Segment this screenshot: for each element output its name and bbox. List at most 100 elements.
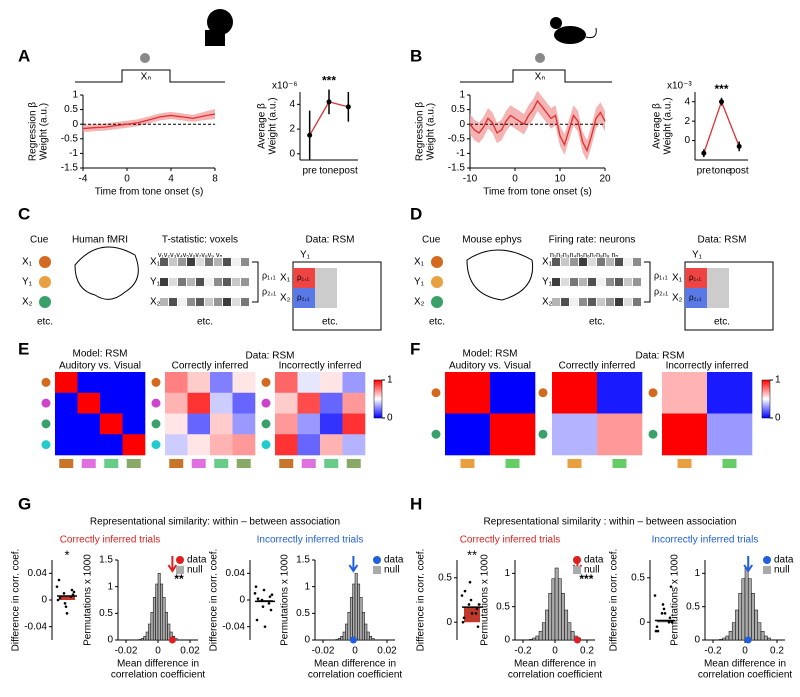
heatmap-cell	[187, 434, 211, 456]
histogram-bar	[760, 631, 765, 641]
heatmap-cell	[210, 392, 233, 414]
y-tick-label: 0.5	[451, 104, 465, 115]
x-tick-label: pre	[697, 166, 712, 177]
legend-swatch	[373, 566, 381, 574]
rsm-label: X₁	[672, 273, 683, 284]
etc-label: etc.	[37, 317, 53, 328]
heatmap-cell	[707, 413, 753, 456]
row-label: Y₁	[22, 277, 33, 288]
y-tick-label: 0.5	[438, 572, 452, 583]
y-tick-label: 0.5	[631, 572, 645, 583]
feature-cell	[615, 298, 623, 306]
point	[462, 616, 466, 620]
point	[667, 620, 671, 624]
cue-icon	[648, 388, 658, 398]
point	[58, 596, 62, 600]
bracket	[252, 261, 259, 303]
feature-cell	[232, 258, 240, 266]
data-label: Data: RSM	[698, 235, 747, 246]
connector	[703, 99, 740, 154]
x-tick-label: 0	[124, 174, 130, 185]
panel-label: D	[410, 204, 422, 223]
y-axis-label: Difference in corr. coef.	[609, 549, 620, 652]
y-tick-label: -0.5	[448, 133, 466, 144]
brain-slice	[466, 249, 534, 301]
feature-cell	[232, 278, 240, 286]
rho-label: ρ₁,₁	[262, 270, 276, 280]
x-tick-label: -0.2	[514, 646, 532, 657]
point	[655, 625, 659, 628]
visual-cue	[191, 459, 206, 468]
histogram-bar	[570, 631, 575, 641]
histogram-bar	[361, 612, 365, 641]
feature-cell	[597, 298, 605, 306]
heatmap-cell	[297, 434, 321, 456]
visual-cue	[324, 459, 339, 468]
heatmap-cell	[275, 372, 298, 394]
subtitle: Correctly inferred trials	[60, 535, 161, 546]
heatmap-cell	[55, 392, 78, 414]
x-axis-label: correlation coefficient	[508, 670, 603, 681]
feature-cell	[178, 298, 186, 306]
y-tick-label: 0	[304, 635, 310, 646]
histogram-bar	[369, 636, 373, 641]
method-label: Mouse ephys	[462, 235, 521, 246]
histogram-bar	[731, 622, 736, 641]
histogram-bar	[366, 631, 370, 641]
x-axis-label: Mean difference in	[117, 659, 199, 670]
histogram-bar	[541, 622, 546, 641]
heatmap-cell	[77, 392, 101, 414]
legend-label: null	[584, 565, 600, 576]
cue-icon	[431, 429, 441, 439]
feature-cell	[606, 278, 614, 286]
x-tick-label: -0.2	[704, 646, 722, 657]
feature-cell	[552, 298, 560, 306]
colorbar-tick-label: 1	[775, 375, 781, 386]
x-axis-label: correlation coefficient	[111, 670, 206, 681]
feature-cell	[624, 298, 632, 306]
heatmap-cell	[662, 413, 708, 456]
arrow	[743, 556, 754, 573]
mean-line	[469, 99, 606, 153]
y-tick-label: 0	[446, 617, 452, 628]
cue-label: Cue	[30, 235, 49, 246]
heatmap-cell	[100, 413, 123, 435]
point	[461, 620, 465, 624]
feature-cell	[196, 258, 204, 266]
cue-icon	[538, 429, 548, 439]
heatmap-cell	[122, 413, 146, 435]
visual-cue	[677, 459, 692, 468]
arrow	[348, 556, 359, 573]
heatmap-cell	[165, 413, 188, 435]
y-tick-label: 1	[72, 90, 78, 101]
y-axis-label: Average β	[652, 103, 663, 149]
x-tick-label: 8	[212, 174, 218, 185]
x-tick-label: 0	[742, 646, 748, 657]
histogram-bar	[735, 609, 739, 641]
y-tick-label: -1	[456, 148, 465, 159]
y-tick-label: 0	[684, 135, 690, 146]
y-tick-label: 0	[72, 119, 78, 130]
y-axis-label: Permutations x 1000	[670, 554, 681, 646]
heatmap-cell	[490, 372, 536, 414]
point	[255, 618, 259, 622]
y-tick-label: 2	[684, 116, 690, 127]
visual-cue	[505, 459, 520, 468]
histogram-bar	[535, 635, 540, 641]
feature-cell	[214, 258, 222, 266]
histogram-bar	[529, 639, 533, 641]
histogram-bar	[164, 612, 168, 641]
x-tick-label: 10	[554, 174, 566, 185]
x-tick-label: -0.02	[115, 646, 138, 657]
visual-cue	[126, 459, 141, 468]
point	[467, 603, 471, 606]
point	[474, 612, 478, 615]
cue-icon	[151, 377, 161, 387]
y-tick-label: -0.5	[61, 133, 79, 144]
feature-cell	[624, 258, 632, 266]
data-label: Data: RSM	[306, 235, 355, 246]
row-label: X₁	[22, 257, 33, 268]
point	[656, 629, 660, 633]
heatmap-cell	[552, 413, 598, 456]
heatmap-cell	[445, 372, 491, 414]
